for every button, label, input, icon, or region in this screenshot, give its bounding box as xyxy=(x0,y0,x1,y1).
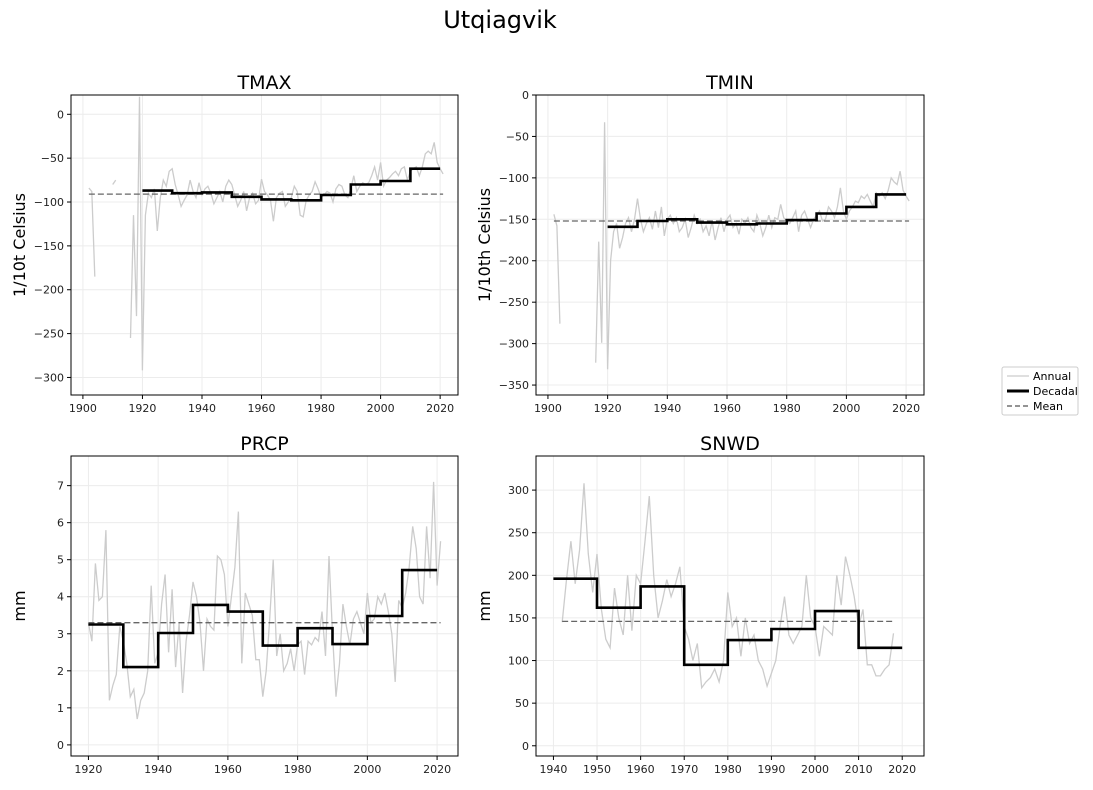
y-tick-label: 0 xyxy=(522,740,529,753)
y-axis-label: mm xyxy=(10,590,29,621)
y-tick-label: −200 xyxy=(499,255,529,268)
legend-mean-label: Mean xyxy=(1033,400,1063,413)
x-tick-label: 1960 xyxy=(214,763,242,776)
y-axis-label: 1/10th Celsius xyxy=(475,188,494,302)
x-tick-label: 1970 xyxy=(670,763,698,776)
x-tick-label: 2020 xyxy=(426,402,454,415)
x-tick-label: 1940 xyxy=(188,402,216,415)
y-tick-label: 200 xyxy=(508,569,529,582)
y-tick-label: 0 xyxy=(522,89,529,102)
x-tick-label: 1980 xyxy=(773,402,801,415)
y-tick-label: −50 xyxy=(41,152,64,165)
panel-prcp: 1920 1940 1960 1980 2000 2020 0 1 2 3 4 5 6 7 PRCP mm xyxy=(10,433,459,776)
y-tick-label: 1 xyxy=(57,702,64,715)
y-tick-label: 5 xyxy=(57,554,64,567)
panel-title: SNWD xyxy=(700,433,760,455)
x-tick-label: 1960 xyxy=(627,763,655,776)
x-tick-label: 1950 xyxy=(583,763,611,776)
y-tick-label: 150 xyxy=(508,612,529,625)
y-axis-label: 1/10t Celsius xyxy=(10,193,29,297)
y-tick-label: −300 xyxy=(499,338,529,351)
x-tick-label: 1900 xyxy=(69,402,97,415)
annual-series-line xyxy=(553,214,561,324)
x-tick-label: 2020 xyxy=(423,763,451,776)
panel-title: TMIN xyxy=(705,72,754,94)
x-tick-label: 1980 xyxy=(714,763,742,776)
x-tick-label: 2020 xyxy=(892,402,920,415)
y-tick-label: 2 xyxy=(57,665,64,678)
y-tick-label: 6 xyxy=(57,517,64,530)
axes-frame xyxy=(70,94,459,396)
axes-frame xyxy=(70,455,459,757)
x-tick-label: 2000 xyxy=(832,402,860,415)
legend: Annual Decadal Mean xyxy=(1001,366,1079,416)
y-tick-label: −150 xyxy=(499,213,529,226)
decadal-series-line xyxy=(142,167,441,202)
y-tick-label: 300 xyxy=(508,484,529,497)
panels: 1900 1920 1940 1960 1980 2000 20200−50−100−150… xyxy=(10,72,925,776)
panel-snwd: 1940 1950 1960 1970 1980 1990 2000 2010 2020 0 50 1… xyxy=(475,433,925,776)
legend-box xyxy=(1001,366,1079,416)
annual-series-line xyxy=(112,179,117,185)
annual-series-line xyxy=(88,187,96,277)
x-tick-label: 2000 xyxy=(801,763,829,776)
panel-tmax: 1900 1920 1940 1960 1980 2000 2020 0 −50 −100 −150… xyxy=(10,72,459,415)
y-tick-label: −250 xyxy=(34,328,64,341)
x-tick-label: 1900 xyxy=(534,402,562,415)
y-tick-label: −250 xyxy=(499,296,529,309)
decadal-series-line xyxy=(607,193,907,229)
x-tick-label: 1920 xyxy=(594,402,622,415)
panel-title: TMAX xyxy=(236,72,291,94)
y-tick-label: 0 xyxy=(57,108,64,121)
x-tick-label: 2010 xyxy=(845,763,873,776)
y-tick-label: −50 xyxy=(506,130,529,143)
axes-frame xyxy=(535,455,925,757)
legend-annual-label: Annual xyxy=(1033,370,1071,383)
x-tick-label: 2020 xyxy=(888,763,916,776)
x-tick-label: 1990 xyxy=(757,763,785,776)
decadal-series-line xyxy=(88,568,438,669)
y-tick-label: 0 xyxy=(57,739,64,752)
y-tick-label: 3 xyxy=(57,628,64,641)
y-axis-label: mm xyxy=(475,590,494,621)
x-tick-label: 1960 xyxy=(248,402,276,415)
x-tick-label: 1940 xyxy=(653,402,681,415)
annual-series-line xyxy=(87,481,442,720)
y-tick-label: 100 xyxy=(508,655,529,668)
legend-decadal-label: Decadal xyxy=(1033,385,1078,398)
annual-series-line xyxy=(595,122,910,370)
y-tick-label: −150 xyxy=(34,240,64,253)
y-tick-label: 50 xyxy=(515,697,529,710)
panel-tmin: 1900 1920 1940 1960 1980 2000 2020 0 −50 −100 −150… xyxy=(475,72,925,415)
y-tick-label: −350 xyxy=(499,379,529,392)
panel-title: PRCP xyxy=(240,433,288,455)
x-tick-label: 1940 xyxy=(539,763,567,776)
y-tick-label: −100 xyxy=(34,196,64,209)
axes-frame xyxy=(535,94,925,396)
y-tick-label: 7 xyxy=(57,480,64,493)
x-tick-label: 2000 xyxy=(353,763,381,776)
decadal-series-line xyxy=(553,577,903,667)
x-tick-label: 1920 xyxy=(74,763,102,776)
annual-series-line xyxy=(129,96,444,371)
x-tick-label: 1920 xyxy=(128,402,156,415)
suptitle: Utqiagvik xyxy=(443,6,557,34)
y-tick-label: 250 xyxy=(508,527,529,540)
y-tick-label: 4 xyxy=(57,591,64,604)
x-tick-label: 1940 xyxy=(144,763,172,776)
x-tick-label: 1980 xyxy=(284,763,312,776)
y-tick-label: −100 xyxy=(499,172,529,185)
x-tick-label: 1980 xyxy=(307,402,335,415)
y-tick-label: −200 xyxy=(34,284,64,297)
x-tick-label: 2000 xyxy=(367,402,395,415)
x-tick-label: 1960 xyxy=(713,402,741,415)
y-tick-label: −300 xyxy=(34,371,64,384)
